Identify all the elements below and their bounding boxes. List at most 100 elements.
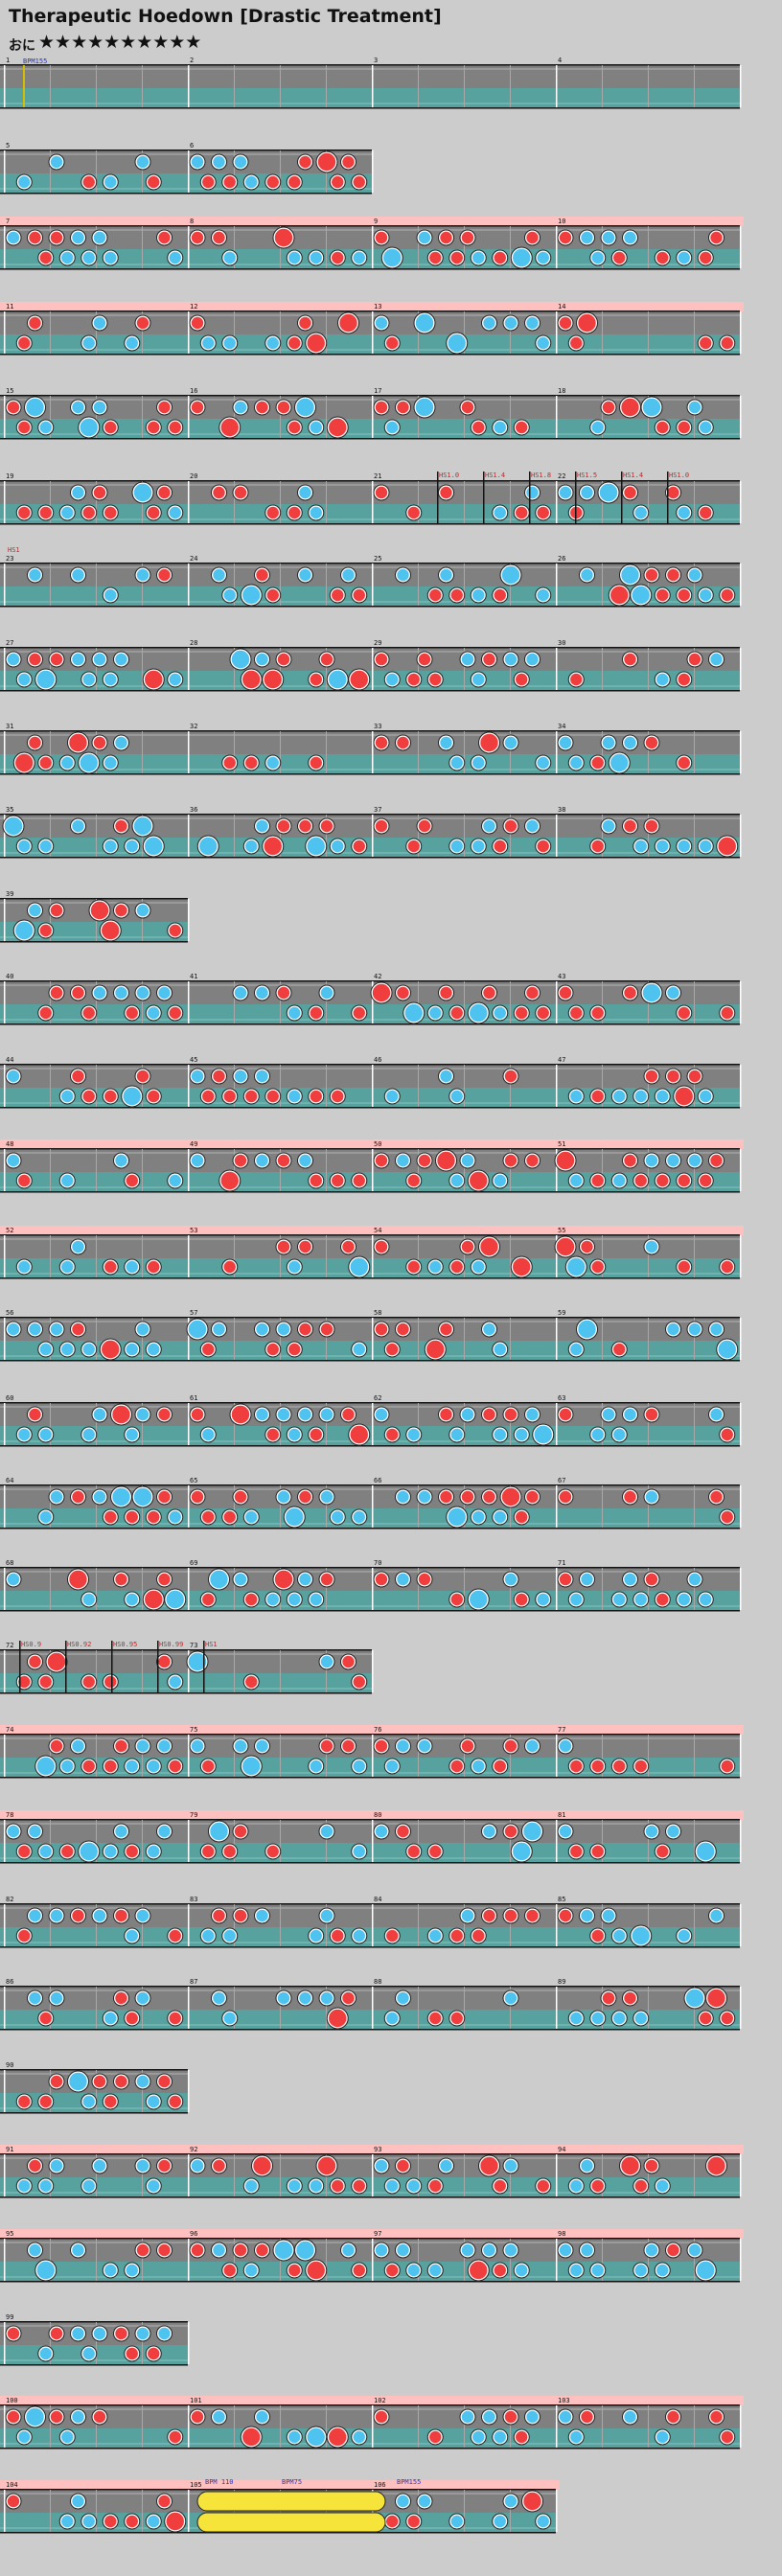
beat-line	[142, 2239, 143, 2281]
note-outline	[492, 1341, 509, 1358]
note-outline	[145, 1758, 162, 1775]
beat-line	[464, 65, 465, 107]
note-outline	[242, 1508, 260, 1526]
ka-note	[92, 230, 107, 245]
don-note	[70, 1069, 86, 1084]
gogo-band	[0, 2396, 744, 2405]
note-outline	[37, 2177, 55, 2195]
don-note	[521, 2491, 543, 2512]
note-outline	[113, 1152, 129, 1169]
don-note	[319, 1738, 334, 1754]
measure-number: 8	[190, 218, 194, 225]
don-note	[221, 1259, 238, 1275]
note-outline	[124, 1508, 141, 1526]
don-note	[374, 735, 389, 750]
note-outline	[124, 2345, 141, 2362]
don-note	[340, 1239, 356, 1254]
note-outline	[686, 1068, 703, 1085]
barline	[188, 1568, 190, 1610]
lane-line	[0, 1273, 740, 1275]
note-outline	[124, 838, 141, 855]
ka-note	[34, 669, 57, 690]
ka-note	[468, 1589, 490, 1610]
note-outline	[5, 2408, 22, 2426]
note-outline	[622, 651, 638, 668]
measure-number: 34	[558, 723, 565, 730]
measure-number: 60	[6, 1394, 13, 1402]
note-outline	[272, 1568, 295, 1591]
don-note	[190, 1489, 205, 1505]
note-outline	[600, 734, 617, 751]
barline	[740, 1820, 742, 1862]
beat-line	[418, 481, 419, 523]
don-note	[164, 2511, 186, 2532]
note-outline	[199, 1843, 217, 1860]
chart-row: 39	[0, 890, 190, 943]
lane-border	[0, 2112, 188, 2114]
don-note	[481, 1489, 497, 1505]
ka-note	[113, 735, 129, 750]
lane-line	[0, 2157, 740, 2159]
measure-number: 57	[190, 1309, 197, 1317]
don-note	[233, 1908, 248, 1923]
don-note	[264, 1844, 281, 1859]
don-note	[167, 1759, 183, 1774]
don-note	[719, 1759, 735, 1774]
don-note	[27, 1407, 43, 1422]
ka-note	[6, 652, 21, 667]
gogo-band	[0, 2145, 744, 2154]
note-outline	[15, 1258, 33, 1276]
note-outline	[134, 1737, 151, 1755]
ka-note	[524, 315, 540, 331]
scroll-marker	[621, 472, 623, 523]
note-outline	[524, 651, 540, 668]
beat-line	[602, 1318, 603, 1360]
don-note	[190, 2409, 205, 2425]
note-outline	[164, 1588, 187, 1611]
note-outline	[264, 173, 282, 191]
ka-note	[241, 1756, 263, 1777]
chart-row: 86 87 88 89	[0, 1978, 742, 2031]
ka-note	[146, 2178, 162, 2194]
don-note	[622, 485, 638, 500]
ka-note	[384, 1089, 401, 1104]
scroll-label: HS1.0	[439, 472, 459, 479]
note-outline	[199, 334, 217, 352]
note-outline	[232, 484, 249, 501]
lane-border	[0, 2448, 740, 2450]
beat-line	[142, 564, 143, 606]
chart-row: 68 69 70 71	[0, 1559, 742, 1612]
note-outline	[232, 1907, 249, 1924]
note-outline	[438, 1321, 454, 1338]
ka-note	[351, 1759, 367, 1774]
beat-line	[464, 2239, 465, 2281]
measure-number: 99	[6, 2313, 13, 2321]
barline	[188, 731, 190, 773]
ka-note	[132, 1486, 153, 1507]
note-outline	[297, 566, 313, 584]
beat-line	[418, 1987, 419, 2029]
lane-line	[0, 1440, 740, 1442]
barline	[188, 564, 190, 606]
beat-line	[464, 2490, 465, 2532]
don-note	[287, 335, 303, 351]
don-note	[49, 652, 64, 667]
note-outline	[622, 1571, 638, 1588]
lane-border	[0, 1277, 740, 1279]
barline	[740, 564, 742, 606]
note-outline	[211, 229, 227, 246]
note-outline	[502, 2242, 519, 2259]
ka-note	[351, 1844, 367, 1859]
don-note	[330, 1173, 346, 1188]
don-note	[438, 1407, 454, 1422]
note-outline	[694, 2259, 717, 2282]
beat-line	[510, 2490, 511, 2532]
note-outline	[643, 734, 660, 751]
beat-line	[234, 648, 235, 690]
don-note	[190, 400, 205, 415]
note-outline	[58, 1088, 76, 1105]
note-outline	[567, 1088, 585, 1105]
don-note	[124, 1509, 140, 1525]
note-outline	[557, 2242, 574, 2259]
beat-line	[326, 815, 327, 857]
